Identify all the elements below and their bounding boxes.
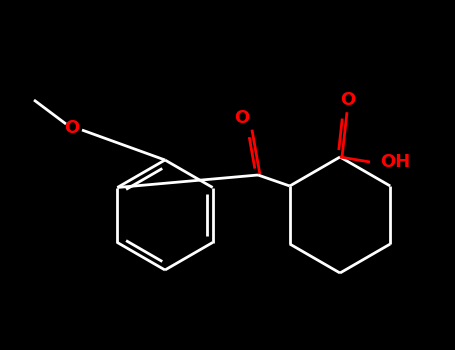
- Text: OH: OH: [380, 153, 410, 171]
- Text: O: O: [64, 119, 80, 137]
- Text: O: O: [234, 109, 250, 127]
- Text: O: O: [340, 91, 356, 109]
